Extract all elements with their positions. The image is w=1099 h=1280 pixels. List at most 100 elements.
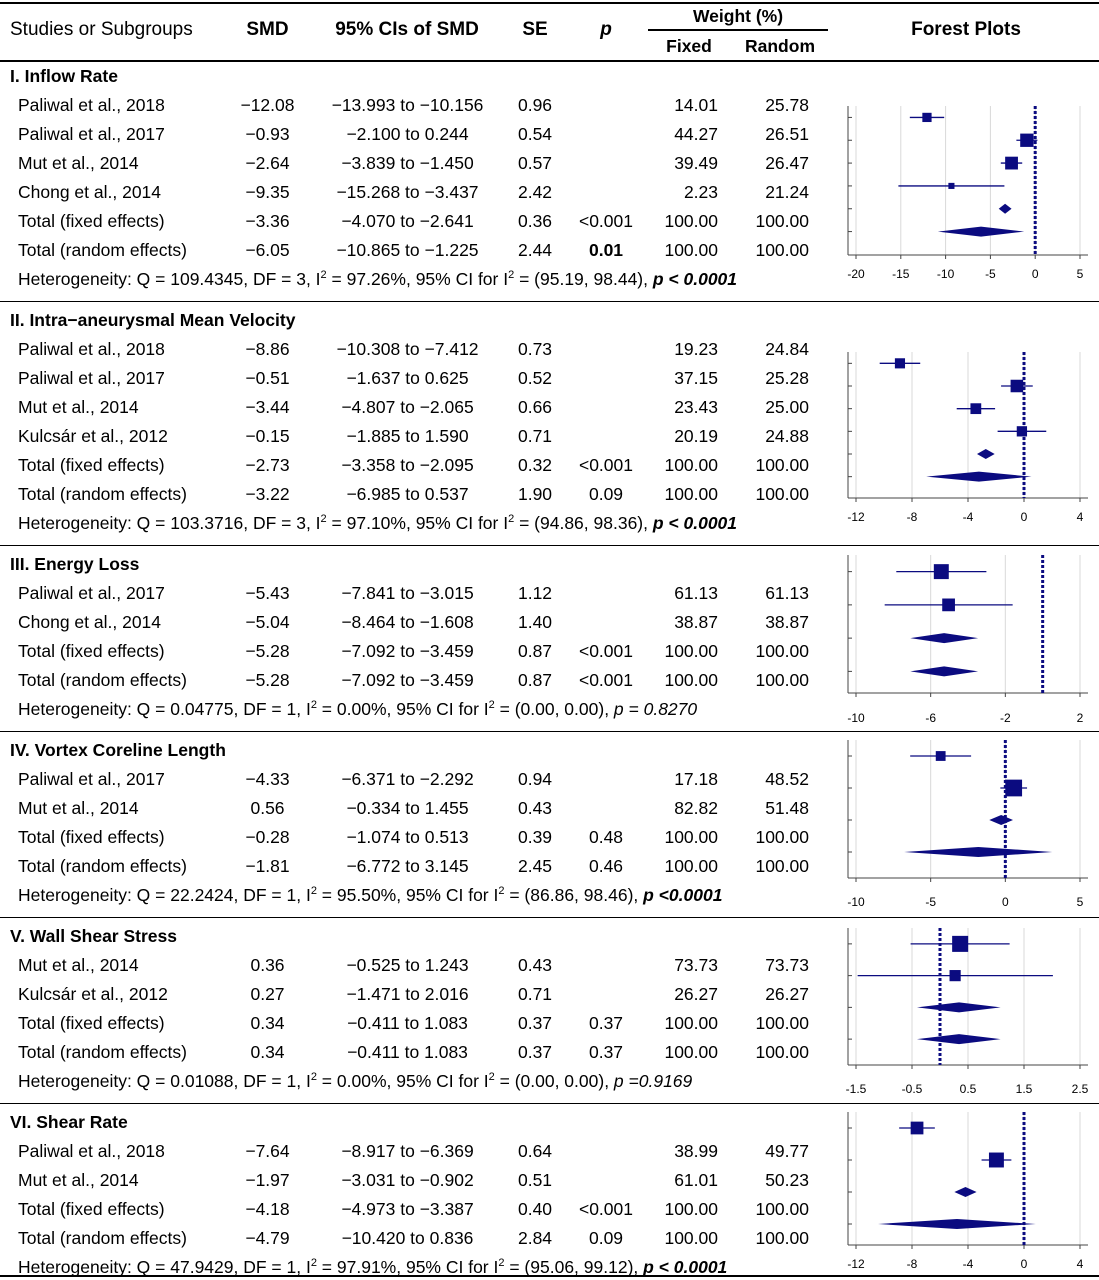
row-ci: −10.308 to −7.412	[336, 339, 479, 359]
row-weight-fixed: 100.00	[664, 641, 718, 661]
row-se: 0.94	[517, 769, 553, 789]
row-weight-fixed: 100.00	[664, 670, 718, 690]
row-weight-fixed: 61.13	[674, 583, 718, 603]
row-weight-random: 26.27	[765, 984, 809, 1004]
row-ci: −3.839 to −1.450	[341, 153, 474, 173]
row-study: Paliwal et al., 2017	[18, 368, 165, 388]
row-study: Paliwal et al., 2017	[18, 769, 165, 789]
row-weight-random: 51.48	[765, 798, 809, 818]
study-marker	[1010, 379, 1024, 393]
row-smd: −3.44	[245, 397, 290, 417]
x-tick-label: -1.5	[846, 1082, 867, 1096]
het-q: Heterogeneity: Q = 109.4345, DF = 3, I	[18, 269, 321, 289]
row-weight-fixed: 100.00	[664, 1228, 718, 1248]
header-rule	[0, 60, 1099, 62]
row-smd: −12.08	[240, 95, 295, 115]
row-smd: 0.34	[250, 1042, 285, 1062]
row-weight-fixed: 39.49	[674, 153, 718, 173]
row-se: 0.54	[517, 124, 553, 144]
fixed-effect-diamond	[989, 815, 1013, 825]
het-sup2: 2	[508, 513, 515, 525]
het-sup: 2	[320, 269, 327, 281]
het-q: Heterogeneity: Q = 0.01088, DF = 1, I	[18, 1071, 311, 1091]
het-sup: 2	[320, 513, 327, 525]
het-sup2: 2	[488, 1071, 495, 1083]
row-se: 0.66	[517, 397, 553, 417]
row-p: 0.37	[588, 1013, 624, 1033]
row-weight-fixed: 100.00	[664, 484, 718, 504]
study-marker	[948, 182, 955, 189]
row-smd: −4.79	[245, 1228, 290, 1248]
row-se: 1.40	[517, 612, 553, 632]
row-study: Mut et al., 2014	[18, 153, 139, 173]
study-marker	[1020, 133, 1034, 147]
row-weight-fixed: 100.00	[664, 827, 718, 847]
x-tick-label: 2.5	[1072, 1082, 1089, 1096]
het-q: Heterogeneity: Q = 0.04775, DF = 1, I	[18, 699, 311, 719]
row-weight-fixed: 38.99	[674, 1141, 718, 1161]
row-study: Total (random effects)	[18, 240, 187, 260]
het-p: p =0.9169	[613, 1071, 693, 1091]
row-weight-random: 73.73	[765, 955, 809, 975]
row-study: Total (fixed effects)	[18, 827, 165, 847]
row-smd: 0.34	[250, 1013, 285, 1033]
row-smd: −0.15	[245, 426, 290, 446]
study-marker	[1005, 156, 1018, 170]
row-p: <0.001	[578, 1199, 633, 1219]
row-se: 0.57	[517, 153, 553, 173]
row-study: Total (fixed effects)	[18, 455, 165, 475]
row-ci: −10.420 to 0.836	[341, 1228, 474, 1248]
row-weight-random: 100.00	[755, 1013, 809, 1033]
header-ci: 95% CIs of SMD	[335, 19, 479, 40]
het-p: p < 0.0001	[652, 269, 738, 289]
x-tick-label: -15	[892, 267, 910, 281]
row-smd: −2.73	[245, 455, 290, 475]
row-se: 1.90	[517, 484, 553, 504]
section-title: I. Inflow Rate	[10, 66, 118, 86]
x-tick-label: -10	[847, 895, 865, 909]
row-weight-random: 100.00	[755, 641, 809, 661]
row-smd: 0.36	[250, 955, 285, 975]
row-weight-fixed: 61.01	[674, 1170, 718, 1190]
study-marker	[949, 970, 961, 982]
fixed-effect-diamond	[954, 1187, 977, 1197]
row-weight-fixed: 2.23	[683, 182, 718, 202]
row-weight-fixed: 37.15	[674, 368, 718, 388]
study-marker	[988, 1152, 1004, 1168]
x-tick-label: -8	[907, 1257, 918, 1271]
fixed-effect-diamond	[910, 633, 979, 644]
row-weight-random: 100.00	[755, 211, 809, 231]
row-ci: −6.985 to 0.537	[346, 484, 469, 504]
row-se: 2.45	[517, 856, 553, 876]
row-study: Mut et al., 2014	[18, 955, 139, 975]
study-marker	[1016, 426, 1028, 437]
heterogeneity: Heterogeneity: Q = 0.01088, DF = 1, I2 =…	[18, 1071, 692, 1091]
row-weight-fixed: 100.00	[664, 1042, 718, 1062]
row-weight-fixed: 100.00	[664, 455, 718, 475]
row-p: <0.001	[578, 641, 633, 661]
row-smd: −9.35	[245, 182, 290, 202]
row-smd: −4.33	[245, 769, 290, 789]
row-p: 0.09	[588, 484, 624, 504]
row-smd: −0.28	[245, 827, 290, 847]
row-p: <0.001	[578, 670, 633, 690]
het-mid: = 0.00%, 95% CI for I	[316, 699, 489, 719]
row-smd: 0.56	[250, 798, 285, 818]
row-p: <0.001	[578, 211, 633, 231]
study-marker	[922, 112, 932, 123]
random-effect-diamond	[916, 1034, 1001, 1045]
row-se: 0.43	[517, 955, 553, 975]
row-weight-random: 100.00	[755, 484, 809, 504]
row-weight-random: 49.77	[765, 1141, 809, 1161]
row-p: 0.48	[588, 827, 624, 847]
x-tick-label: -10	[847, 711, 865, 725]
row-weight-random: 25.78	[765, 95, 809, 115]
het-mid: = 97.91%, 95% CI for I	[316, 1257, 499, 1277]
row-se: 0.39	[517, 827, 553, 847]
x-tick-label: -10	[937, 267, 955, 281]
random-effect-diamond	[926, 471, 1032, 482]
random-effect-diamond	[878, 1219, 1036, 1229]
row-se: 0.87	[517, 670, 553, 690]
x-tick-label: -4	[963, 510, 974, 524]
